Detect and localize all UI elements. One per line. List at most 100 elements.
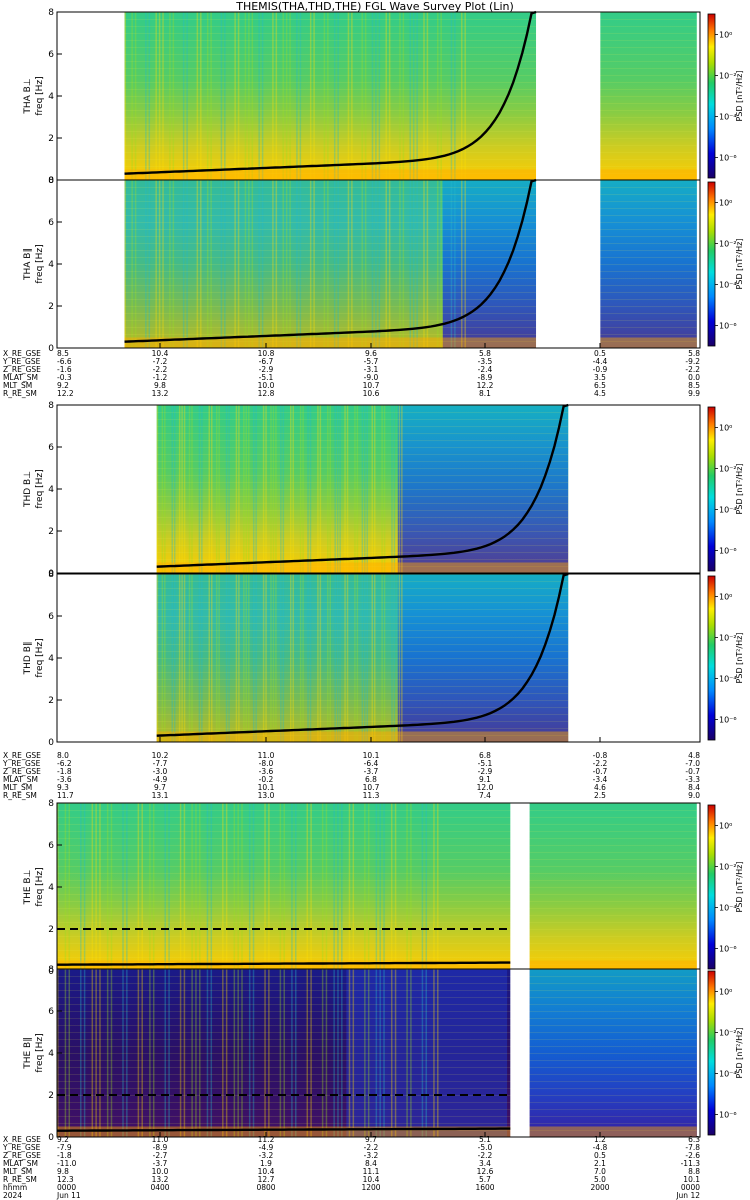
ephemeris-value: 11.0	[152, 1135, 169, 1144]
colorbar-tick-label: 10⁰	[719, 424, 732, 433]
y-tick-label: 0	[48, 967, 54, 977]
ephemeris-value: -8.0	[259, 759, 274, 768]
ephemeris-value: -6.7	[259, 357, 274, 366]
ephemeris-value: 11.1	[363, 1167, 380, 1176]
ephemeris-value: -7.7	[153, 759, 168, 768]
colorbar-tick-label: 10⁰	[719, 988, 732, 997]
ephemeris-value: -2.4	[478, 365, 493, 374]
panel-label: THD B⊥	[23, 471, 33, 508]
ephemeris-value: -1.8	[57, 767, 72, 776]
colorbar-tick-label: 10⁻⁶	[719, 154, 737, 163]
colorbar-tick-label: 10⁻⁶	[719, 322, 737, 331]
ephemeris-value: 10.2	[152, 751, 169, 760]
ephemeris-value: -5.7	[364, 357, 379, 366]
y-tick-label: 6	[48, 612, 54, 622]
ephemeris-value: 12.2	[57, 389, 74, 398]
ephemeris-value: 9.6	[365, 349, 377, 358]
colorbar-tick-label: 10⁻⁴	[719, 506, 737, 515]
ephemeris-value: -3.6	[259, 767, 274, 776]
tha-perp-panel: 0 2 4 6 8 THA B⊥ freq [Hz] 10⁰ 10⁻² 10⁻⁴ 10⁻⁶ PSD […	[23, 8, 744, 186]
ephemeris-value: 4.6	[594, 783, 606, 792]
ephemeris-value: 9.8	[154, 381, 166, 390]
colorbar-tick-label: 10⁻⁶	[719, 716, 737, 725]
panel-label: THD B∥	[23, 642, 33, 676]
ephemeris-value: 10.4	[363, 1175, 380, 1184]
ephemeris-value: 9.9	[688, 389, 700, 398]
y-tick-label: 8	[48, 965, 54, 975]
ephemeris-row-name: Y_RE_GSE	[2, 759, 41, 768]
ephemeris-value: -3.7	[364, 767, 379, 776]
ephemeris-value: 5.8	[688, 349, 700, 358]
ephemeris-value: -0.7	[685, 767, 700, 776]
y-tick-label: 8	[48, 176, 54, 186]
ephemeris-value: 2.1	[594, 1159, 606, 1168]
ephemeris-value: 5.7	[479, 1175, 491, 1184]
ephemeris-value: -2.2	[478, 1151, 493, 1160]
the-ephemeris-table: X_RE_GSE 9.2 11.0 11.2 9.7 5.1 1.2 6.3 Y_RE_GSE -…	[2, 1135, 700, 1200]
ephemeris-row-name: R_RE_SM	[3, 389, 37, 398]
ephemeris-row-name: MLT_SM	[3, 381, 32, 390]
y-tick-label: 6	[48, 841, 54, 851]
ephemeris-value: 12.8	[258, 389, 275, 398]
colorbar-tick-label: 10⁻⁴	[719, 1070, 737, 1079]
ephemeris-value: -11.3	[681, 1159, 701, 1168]
ephemeris-value: 11.2	[258, 1135, 275, 1144]
y-tick-label: 4	[48, 883, 54, 893]
ephemeris-value: -5.0	[478, 1143, 493, 1152]
ephemeris-value: -3.0	[153, 767, 168, 776]
y-tick-label: 0	[48, 176, 54, 186]
cyclotron-curve	[156, 403, 569, 568]
ephemeris-value: 13.1	[152, 791, 169, 800]
ephemeris-row-name: X_RE_GSE	[3, 751, 41, 760]
ephemeris-value: -1.8	[57, 1151, 72, 1160]
ephemeris-value: 10.4	[258, 1167, 275, 1176]
ephemeris-value: 12.7	[258, 1175, 275, 1184]
ephemeris-value: -3.1	[364, 365, 379, 374]
ephemeris-value: 4.8	[688, 751, 700, 760]
thd-para-panel: 0 2 4 6 8 THD B∥ freq [Hz] 10⁰ 10⁻² 10⁻⁴ 10⁻⁶ PSD […	[23, 570, 744, 748]
ephemeris-value: -2.2	[593, 759, 608, 768]
panel-label: THE B⊥	[23, 869, 33, 905]
ephemeris-value: -9.2	[685, 357, 700, 366]
ephemeris-row-name: MLT_SM	[3, 783, 32, 792]
ephemeris-value: 9.2	[57, 1135, 69, 1144]
ephemeris-value: 1.9	[260, 1159, 272, 1168]
y-tick-label: 6	[48, 443, 54, 453]
ephemeris-value: 6.5	[594, 381, 606, 390]
ephemeris-value: -2.9	[259, 365, 274, 374]
ephemeris-value: 0.5	[594, 1151, 606, 1160]
colorbar-tick-label: 10⁻⁴	[719, 281, 737, 290]
ephemeris-value: -5.1	[259, 373, 274, 382]
ephemeris-value: 10.6	[363, 389, 380, 398]
ephemeris-value: 10.7	[363, 783, 380, 792]
ephemeris-value: -2.9	[478, 767, 493, 776]
ephemeris-value: -6.6	[57, 357, 72, 366]
colorbar	[707, 181, 716, 347]
ephemeris-value: -7.8	[685, 1143, 700, 1152]
colorbar-tick-label: 10⁻⁴	[719, 113, 737, 122]
spectrogram-fill	[57, 803, 697, 971]
ephemeris-value: 9.7	[154, 783, 166, 792]
cyclotron-curve	[57, 961, 511, 966]
y-tick-label: 8	[48, 401, 54, 411]
ephemeris-value: 0800	[256, 1183, 275, 1192]
y-axis-label: freq [Hz]	[35, 867, 45, 906]
colorbar	[707, 406, 716, 572]
ephemeris-value: -4.9	[153, 775, 168, 784]
ephemeris-value: -3.7	[153, 1159, 168, 1168]
y-tick-label: 4	[48, 1049, 54, 1059]
y-tick-label: 8	[48, 8, 54, 18]
colorbar-tick-label: 10⁻²	[719, 634, 737, 643]
ephemeris-value: 6.8	[479, 751, 491, 760]
ephemeris-value: 2000	[590, 1183, 609, 1192]
ephemeris-value: -5.1	[478, 759, 493, 768]
ephemeris-value: -9.0	[364, 373, 379, 382]
ephemeris-value: -3.3	[685, 775, 700, 784]
ephemeris-value: 0.0	[688, 373, 700, 382]
ephemeris-value: 10.1	[258, 783, 275, 792]
ephemeris-row-name: Z_RE_GSE	[3, 365, 41, 374]
ephemeris-value: -2.2	[685, 365, 700, 374]
ephemeris-value: 7.0	[594, 1167, 606, 1176]
ephemeris-value: 0000	[57, 1183, 76, 1192]
